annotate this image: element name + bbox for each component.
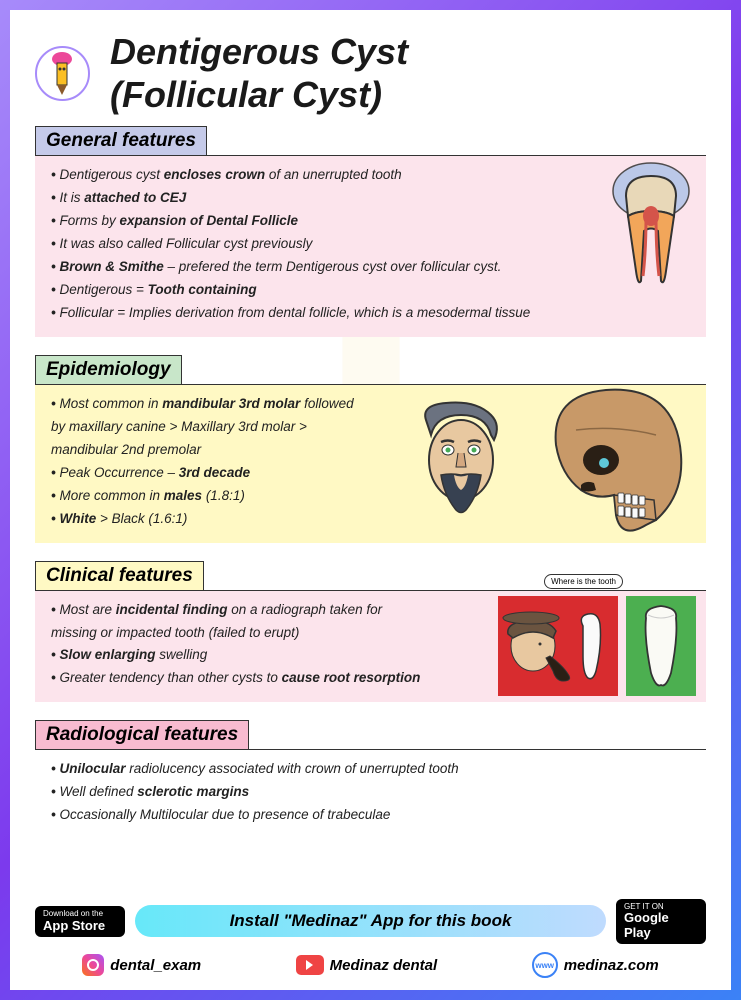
googleplay-badge[interactable]: GET IT ON Google Play	[616, 899, 706, 944]
website-link[interactable]: www medinaz.com	[532, 952, 659, 978]
website-url: medinaz.com	[564, 957, 659, 974]
footer: Download on the App Store Install "Medin…	[35, 899, 706, 978]
section-body-epidemiology: Most common in mandibular 3rd molar foll…	[35, 385, 706, 543]
instagram-link[interactable]: dental_exam	[82, 954, 201, 976]
bullet-list-clinical: Most are incidental finding on a radiogr…	[47, 599, 422, 691]
bullet-item: It is attached to CEJ	[47, 187, 552, 210]
bullet-item: White > Black (1.6:1)	[47, 508, 371, 531]
section-body-general: Dentigerous cyst encloses crown of an un…	[35, 156, 706, 337]
title-line-2: (Follicular Cyst)	[110, 73, 706, 116]
detective-panel: Where is the tooth	[498, 596, 618, 696]
section-heading-epidemiology: Epidemiology	[35, 355, 182, 385]
youtube-handle: Medinaz dental	[330, 957, 438, 974]
instagram-handle: dental_exam	[110, 957, 201, 974]
bullet-item: Unilocular radiolucency associated with …	[47, 758, 694, 781]
bullet-item: Peak Occurrence – 3rd decade	[47, 462, 371, 485]
bullet-item: Brown & Smithe – prefered the term Denti…	[47, 256, 552, 279]
section-body-radiological: Unilocular radiolucency associated with …	[35, 750, 706, 839]
tooth-panel	[626, 596, 696, 696]
bullet-list-general: Dentigerous cyst encloses crown of an un…	[47, 164, 552, 325]
play-big: Google Play	[624, 911, 698, 940]
bullet-item: Occasionally Multilocular due to presenc…	[47, 804, 694, 827]
play-small: GET IT ON	[624, 902, 664, 911]
bullet-item: Dentigerous = Tooth containing	[47, 279, 552, 302]
skull-icon	[526, 375, 696, 545]
section-radiological: Radiological features Unilocular radiolu…	[35, 720, 706, 839]
male-face-icon	[406, 395, 516, 525]
youtube-link[interactable]: Medinaz dental	[296, 955, 438, 975]
bullet-item: Most are incidental finding on a radiogr…	[47, 599, 422, 645]
title-line-1: Dentigerous Cyst	[110, 30, 706, 73]
bullet-item: It was also called Follicular cyst previ…	[47, 233, 552, 256]
section-clinical: Clinical features Most are incidental fi…	[35, 561, 706, 703]
clinical-illustration: Where is the tooth	[498, 596, 696, 696]
epidemiology-illustration	[406, 375, 696, 545]
appstore-badge[interactable]: Download on the App Store	[35, 906, 125, 937]
appstore-small: Download on the	[43, 909, 103, 918]
www-icon: www	[532, 952, 558, 978]
bullet-list-epidemiology: Most common in mandibular 3rd molar foll…	[47, 393, 371, 531]
appstore-big: App Store	[43, 919, 117, 933]
section-body-clinical: Most are incidental finding on a radiogr…	[35, 591, 706, 703]
page: Dentigerous Cyst (Follicular Cyst) Gener…	[10, 10, 731, 990]
app-row: Download on the App Store Install "Medin…	[35, 899, 706, 944]
bullet-item: Follicular = Implies derivation from den…	[47, 302, 552, 325]
bullet-item: Forms by expansion of Dental Follicle	[47, 210, 552, 233]
youtube-icon	[296, 955, 324, 975]
bullet-list-radiological: Unilocular radiolucency associated with …	[47, 758, 694, 827]
bullet-item: Slow enlarging swelling	[47, 644, 422, 667]
header: Dentigerous Cyst (Follicular Cyst)	[35, 30, 706, 116]
section-general: General features Dentigerous cyst enclos…	[35, 126, 706, 337]
title-block: Dentigerous Cyst (Follicular Cyst)	[110, 30, 706, 116]
section-heading-general: General features	[35, 126, 207, 156]
section-heading-radiological: Radiological features	[35, 720, 249, 750]
section-epidemiology: Epidemiology Most common in mandibular 3…	[35, 355, 706, 543]
tooth-cyst-illustration	[606, 161, 696, 296]
speech-bubble: Where is the tooth	[544, 574, 623, 589]
social-row: dental_exam Medinaz dental www medinaz.c…	[35, 952, 706, 978]
bullet-item: Dentigerous cyst encloses crown of an un…	[47, 164, 552, 187]
bullet-item: Well defined sclerotic margins	[47, 781, 694, 804]
bullet-item: Greater tendency than other cysts to cau…	[47, 667, 422, 690]
bullet-item: Most common in mandibular 3rd molar foll…	[47, 393, 371, 462]
install-banner: Install "Medinaz" App for this book	[135, 905, 606, 937]
section-heading-clinical: Clinical features	[35, 561, 204, 591]
logo-icon	[35, 46, 90, 101]
bullet-item: More common in males (1.8:1)	[47, 485, 371, 508]
instagram-icon	[82, 954, 104, 976]
